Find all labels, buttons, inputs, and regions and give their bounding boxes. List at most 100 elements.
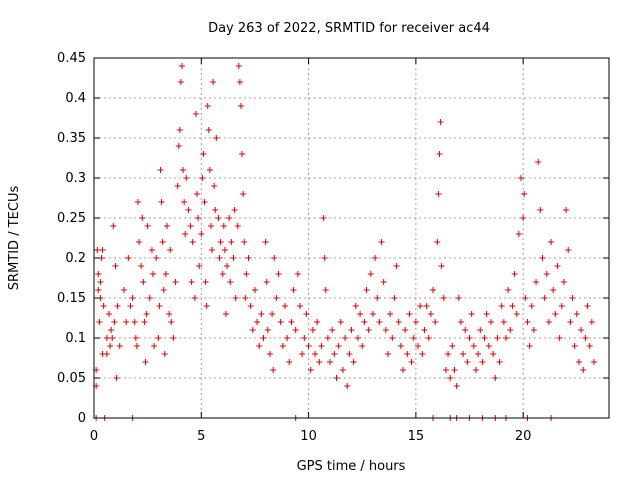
data-point	[391, 295, 398, 301]
data-point	[108, 327, 115, 333]
data-point	[305, 343, 312, 349]
data-point	[324, 335, 331, 341]
data-point	[427, 311, 434, 317]
data-point	[178, 63, 185, 69]
data-point	[503, 335, 509, 341]
data-point	[410, 335, 417, 341]
data-point	[460, 351, 467, 357]
data-point	[567, 319, 574, 325]
data-point	[264, 327, 271, 333]
data-point	[359, 343, 366, 349]
data-point	[331, 351, 338, 357]
data-point	[521, 191, 528, 197]
data-point	[462, 327, 469, 333]
data-point	[322, 287, 329, 293]
y-tick-label: 0.35	[57, 131, 86, 146]
data-point	[550, 287, 557, 293]
data-point	[99, 247, 106, 253]
data-point	[114, 303, 121, 309]
data-point	[590, 359, 597, 365]
data-point	[335, 343, 342, 349]
data-point	[419, 351, 426, 357]
data-point	[210, 79, 217, 85]
data-point	[586, 343, 593, 349]
data-point	[492, 375, 499, 381]
data-point	[316, 359, 323, 365]
data-point	[412, 319, 419, 325]
data-point	[451, 367, 458, 373]
data-point	[170, 335, 177, 341]
data-point	[367, 271, 374, 277]
data-point	[442, 367, 449, 373]
data-point	[569, 295, 576, 301]
data-point	[520, 215, 527, 221]
data-point	[417, 303, 424, 309]
data-point	[329, 327, 336, 333]
data-point	[339, 367, 346, 373]
data-point	[483, 311, 490, 317]
data-point	[288, 319, 295, 325]
data-point	[475, 351, 482, 357]
data-point	[505, 287, 512, 293]
data-point	[575, 359, 582, 365]
data-point	[148, 247, 155, 253]
data-point	[227, 279, 234, 285]
data-point	[263, 279, 270, 285]
data-point	[196, 263, 203, 269]
data-point	[113, 375, 120, 381]
data-point	[228, 239, 235, 245]
data-point	[437, 119, 444, 125]
data-point	[348, 327, 355, 333]
data-point	[588, 319, 595, 325]
data-point	[211, 183, 218, 189]
data-point	[195, 215, 202, 221]
data-point	[279, 343, 286, 349]
data-point	[498, 303, 505, 309]
data-point	[543, 271, 550, 277]
data-point	[402, 327, 409, 333]
data-point	[220, 223, 227, 229]
data-point	[162, 271, 169, 277]
data-point	[177, 79, 184, 85]
data-point	[415, 343, 422, 349]
data-point	[440, 295, 447, 301]
data-point	[354, 335, 361, 341]
data-point	[312, 351, 319, 357]
data-point	[571, 343, 578, 349]
grid-lines	[94, 58, 609, 418]
data-point	[213, 135, 220, 141]
data-point	[151, 343, 158, 349]
x-tick-label: 5	[197, 429, 205, 444]
data-point	[187, 223, 194, 229]
data-point	[226, 215, 233, 221]
data-point	[372, 255, 379, 261]
data-point	[111, 319, 118, 325]
data-point	[533, 279, 540, 285]
data-point	[307, 367, 314, 373]
data-point	[449, 343, 456, 349]
data-point	[290, 287, 297, 293]
data-point	[217, 239, 224, 245]
data-point	[202, 279, 209, 285]
data-point	[269, 311, 276, 317]
data-point	[103, 351, 110, 357]
data-point	[494, 335, 501, 341]
y-tick-label: 0.2	[65, 251, 86, 266]
data-point	[477, 327, 484, 333]
data-point	[400, 367, 406, 373]
data-point	[541, 295, 548, 301]
data-point	[321, 255, 328, 261]
data-point	[294, 271, 301, 277]
data-point	[107, 343, 114, 349]
data-point	[204, 103, 211, 109]
data-point	[511, 271, 518, 277]
data-point	[468, 311, 475, 317]
data-point	[284, 335, 291, 341]
data-point	[134, 199, 141, 205]
data-point	[262, 239, 269, 245]
data-point	[243, 271, 250, 277]
data-point	[545, 319, 552, 325]
data-point	[251, 287, 258, 293]
data-point	[457, 319, 464, 325]
